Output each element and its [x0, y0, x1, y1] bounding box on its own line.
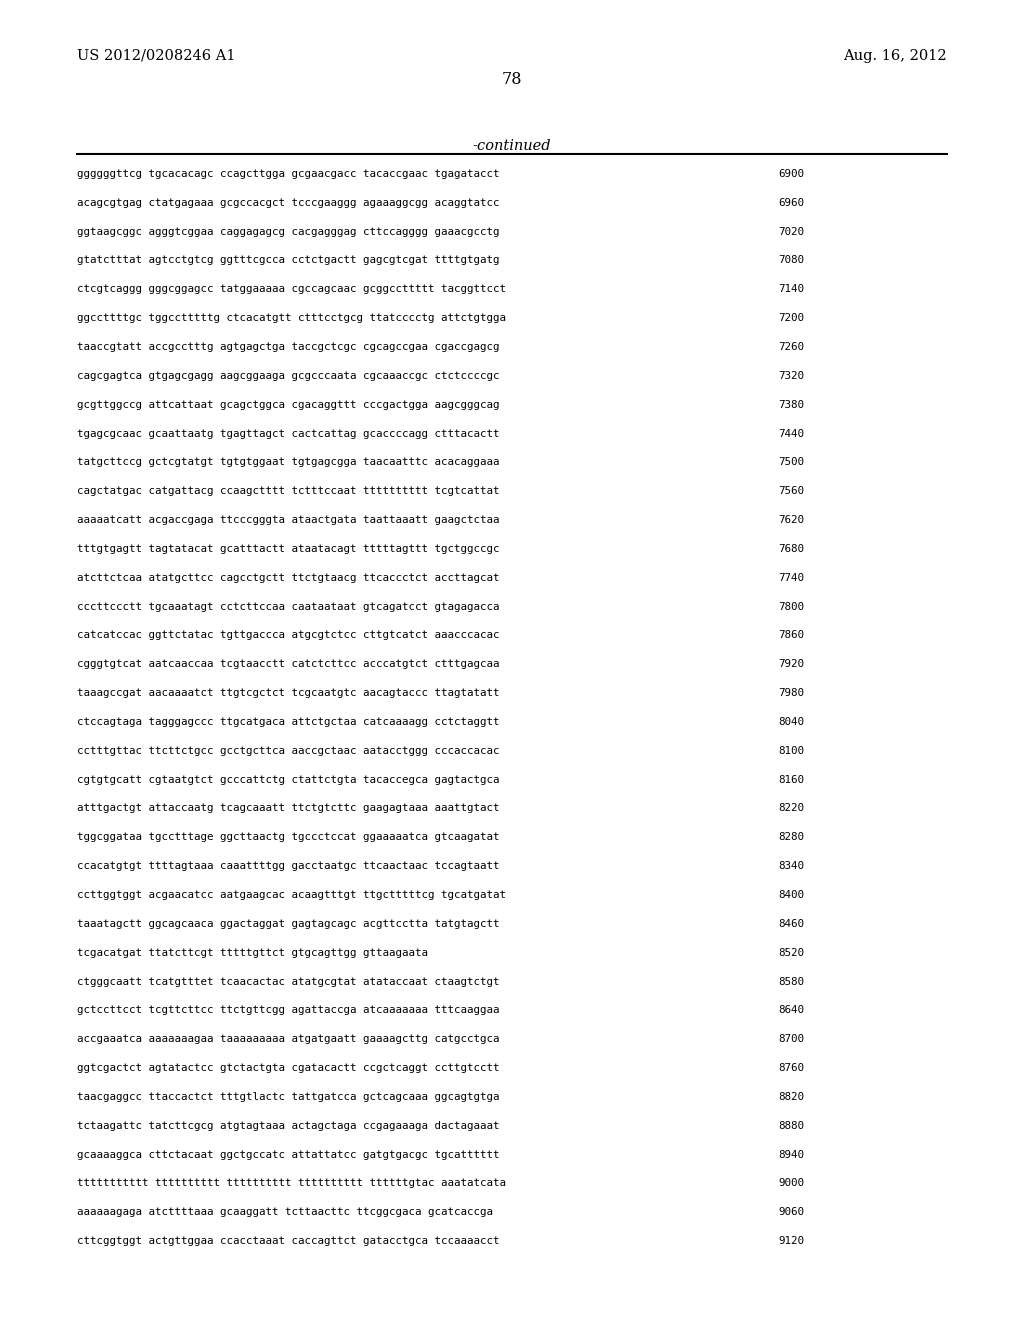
Text: 7080: 7080: [778, 256, 804, 265]
Text: 8100: 8100: [778, 746, 804, 756]
Text: 8580: 8580: [778, 977, 804, 986]
Text: tttgtgagtt tagtatacat gcatttactt ataatacagt tttttagttt tgctggccgc: tttgtgagtt tagtatacat gcatttactt ataatac…: [77, 544, 500, 554]
Text: 7920: 7920: [778, 659, 804, 669]
Text: 7800: 7800: [778, 602, 804, 611]
Text: 8760: 8760: [778, 1063, 804, 1073]
Text: ctcgtcaggg gggcggagcc tatggaaaaa cgccagcaac gcggccttttt tacggttcct: ctcgtcaggg gggcggagcc tatggaaaaa cgccagc…: [77, 284, 506, 294]
Text: 7740: 7740: [778, 573, 804, 582]
Text: 7320: 7320: [778, 371, 804, 381]
Text: ggtcgactct agtatactcc gtctactgta cgatacactt ccgctcaggt ccttgtcctt: ggtcgactct agtatactcc gtctactgta cgataca…: [77, 1063, 500, 1073]
Text: Aug. 16, 2012: Aug. 16, 2012: [844, 49, 947, 63]
Text: ggtaagcggc agggtcggaa caggagagcg cacgagggag cttccagggg gaaacgcctg: ggtaagcggc agggtcggaa caggagagcg cacgagg…: [77, 227, 500, 236]
Text: 7380: 7380: [778, 400, 804, 409]
Text: cctttgttac ttcttctgcc gcctgcttca aaccgctaac aatacctggg cccaccacac: cctttgttac ttcttctgcc gcctgcttca aaccgct…: [77, 746, 500, 756]
Text: cgggtgtcat aatcaaccaa tcgtaacctt catctcttcc acccatgtct ctttgagcaa: cgggtgtcat aatcaaccaa tcgtaacctt catctct…: [77, 659, 500, 669]
Text: taaatagctt ggcagcaaca ggactaggat gagtagcagc acgttcctta tatgtagctt: taaatagctt ggcagcaaca ggactaggat gagtagc…: [77, 919, 500, 929]
Text: accgaaatca aaaaaaagaa taaaaaaaaa atgatgaatt gaaaagcttg catgcctgca: accgaaatca aaaaaaagaa taaaaaaaaa atgatga…: [77, 1035, 500, 1044]
Text: aaaaaagaga atcttttaaa gcaaggatt tcttaacttc ttcggcgaca gcatcaccga: aaaaaagaga atcttttaaa gcaaggatt tcttaact…: [77, 1208, 493, 1217]
Text: 7140: 7140: [778, 284, 804, 294]
Text: -continued: -continued: [473, 139, 551, 153]
Text: catcatccac ggttctatac tgttgaccca atgcgtctcc cttgtcatct aaacccacac: catcatccac ggttctatac tgttgaccca atgcgtc…: [77, 631, 500, 640]
Text: 8640: 8640: [778, 1006, 804, 1015]
Text: ggggggttcg tgcacacagc ccagcttgga gcgaacgacc tacaccgaac tgagatacct: ggggggttcg tgcacacagc ccagcttgga gcgaacg…: [77, 169, 500, 180]
Text: 7440: 7440: [778, 429, 804, 438]
Text: 8220: 8220: [778, 804, 804, 813]
Text: 6960: 6960: [778, 198, 804, 207]
Text: 7200: 7200: [778, 313, 804, 323]
Text: US 2012/0208246 A1: US 2012/0208246 A1: [77, 49, 236, 63]
Text: 7860: 7860: [778, 631, 804, 640]
Text: 8340: 8340: [778, 861, 804, 871]
Text: 7680: 7680: [778, 544, 804, 554]
Text: atttgactgt attaccaatg tcagcaaatt ttctgtcttc gaagagtaaa aaattgtact: atttgactgt attaccaatg tcagcaaatt ttctgtc…: [77, 804, 500, 813]
Text: cagcgagtca gtgagcgagg aagcggaaga gcgcccaata cgcaaaccgc ctctccccgc: cagcgagtca gtgagcgagg aagcggaaga gcgccca…: [77, 371, 500, 381]
Text: 8160: 8160: [778, 775, 804, 784]
Text: 7980: 7980: [778, 688, 804, 698]
Text: 8520: 8520: [778, 948, 804, 958]
Text: 9060: 9060: [778, 1208, 804, 1217]
Text: 6900: 6900: [778, 169, 804, 180]
Text: cgtgtgcatt cgtaatgtct gcccattctg ctattctgta tacaccegca gagtactgca: cgtgtgcatt cgtaatgtct gcccattctg ctattct…: [77, 775, 500, 784]
Text: 78: 78: [502, 71, 522, 88]
Text: cagctatgac catgattacg ccaagctttt tctttccaat tttttttttt tcgtcattat: cagctatgac catgattacg ccaagctttt tctttcc…: [77, 486, 500, 496]
Text: taaccgtatt accgcctttg agtgagctga taccgctcgc cgcagccgaa cgaccgagcg: taaccgtatt accgcctttg agtgagctga taccgct…: [77, 342, 500, 352]
Text: taaagccgat aacaaaatct ttgtcgctct tcgcaatgtc aacagtaccc ttagtatatt: taaagccgat aacaaaatct ttgtcgctct tcgcaat…: [77, 688, 500, 698]
Text: taacgaggcc ttaccactct tttgtlactc tattgatcca gctcagcaaa ggcagtgtga: taacgaggcc ttaccactct tttgtlactc tattgat…: [77, 1092, 500, 1102]
Text: 8460: 8460: [778, 919, 804, 929]
Text: acagcgtgag ctatgagaaa gcgccacgct tcccgaaggg agaaaggcgg acaggtatcc: acagcgtgag ctatgagaaa gcgccacgct tcccgaa…: [77, 198, 500, 207]
Text: cccttccctt tgcaaatagt cctcttccaa caataataat gtcagatcct gtagagacca: cccttccctt tgcaaatagt cctcttccaa caataat…: [77, 602, 500, 611]
Text: gctccttcct tcgttcttcc ttctgttcgg agattaccga atcaaaaaaa tttcaaggaa: gctccttcct tcgttcttcc ttctgttcgg agattac…: [77, 1006, 500, 1015]
Text: aaaaatcatt acgaccgaga ttcccgggta ataactgata taattaaatt gaagctctaa: aaaaatcatt acgaccgaga ttcccgggta ataactg…: [77, 515, 500, 525]
Text: 7620: 7620: [778, 515, 804, 525]
Text: tatgcttccg gctcgtatgt tgtgtggaat tgtgagcgga taacaatttc acacaggaaa: tatgcttccg gctcgtatgt tgtgtggaat tgtgagc…: [77, 458, 500, 467]
Text: 7560: 7560: [778, 486, 804, 496]
Text: 9000: 9000: [778, 1179, 804, 1188]
Text: 9120: 9120: [778, 1236, 804, 1246]
Text: ttttttttttt tttttttttt tttttttttt tttttttttt ttttttgtac aaatatcata: ttttttttttt tttttttttt tttttttttt tttttt…: [77, 1179, 506, 1188]
Text: 8280: 8280: [778, 833, 804, 842]
Text: 8040: 8040: [778, 717, 804, 727]
Text: 8400: 8400: [778, 890, 804, 900]
Text: 8820: 8820: [778, 1092, 804, 1102]
Text: atcttctcaa atatgcttcc cagcctgctt ttctgtaacg ttcaccctct accttagcat: atcttctcaa atatgcttcc cagcctgctt ttctgta…: [77, 573, 500, 582]
Text: 7500: 7500: [778, 458, 804, 467]
Text: ctccagtaga tagggagccc ttgcatgaca attctgctaa catcaaaagg cctctaggtt: ctccagtaga tagggagccc ttgcatgaca attctgc…: [77, 717, 500, 727]
Text: cttcggtggt actgttggaa ccacctaaat caccagttct gatacctgca tccaaaacct: cttcggtggt actgttggaa ccacctaaat caccagt…: [77, 1236, 500, 1246]
Text: 8940: 8940: [778, 1150, 804, 1159]
Text: 8880: 8880: [778, 1121, 804, 1131]
Text: ccttggtggt acgaacatcc aatgaagcac acaagtttgt ttgctttttcg tgcatgatat: ccttggtggt acgaacatcc aatgaagcac acaagtt…: [77, 890, 506, 900]
Text: ccacatgtgt ttttagtaaa caaattttgg gacctaatgc ttcaactaac tccagtaatt: ccacatgtgt ttttagtaaa caaattttgg gacctaa…: [77, 861, 500, 871]
Text: tggcggataa tgcctttage ggcttaactg tgccctccat ggaaaaatca gtcaagatat: tggcggataa tgcctttage ggcttaactg tgccctc…: [77, 833, 500, 842]
Text: gtatctttat agtcctgtcg ggtttcgcca cctctgactt gagcgtcgat ttttgtgatg: gtatctttat agtcctgtcg ggtttcgcca cctctga…: [77, 256, 500, 265]
Text: ggccttttgc tggcctttttg ctcacatgtt ctttcctgcg ttatcccctg attctgtgga: ggccttttgc tggcctttttg ctcacatgtt ctttcc…: [77, 313, 506, 323]
Text: 8700: 8700: [778, 1035, 804, 1044]
Text: gcgttggccg attcattaat gcagctggca cgacaggttt cccgactgga aagcgggcag: gcgttggccg attcattaat gcagctggca cgacagg…: [77, 400, 500, 409]
Text: 7020: 7020: [778, 227, 804, 236]
Text: 7260: 7260: [778, 342, 804, 352]
Text: ctgggcaatt tcatgtttet tcaacactac atatgcgtat atataccaat ctaagtctgt: ctgggcaatt tcatgtttet tcaacactac atatgcg…: [77, 977, 500, 986]
Text: tctaagattc tatcttcgcg atgtagtaaa actagctaga ccgagaaaga dactagaaat: tctaagattc tatcttcgcg atgtagtaaa actagct…: [77, 1121, 500, 1131]
Text: tcgacatgat ttatcttcgt tttttgttct gtgcagttgg gttaagaata: tcgacatgat ttatcttcgt tttttgttct gtgcagt…: [77, 948, 428, 958]
Text: tgagcgcaac gcaattaatg tgagttagct cactcattag gcaccccagg ctttacactt: tgagcgcaac gcaattaatg tgagttagct cactcat…: [77, 429, 500, 438]
Text: gcaaaaggca cttctacaat ggctgccatc attattatcc gatgtgacgc tgcatttttt: gcaaaaggca cttctacaat ggctgccatc attatta…: [77, 1150, 500, 1159]
